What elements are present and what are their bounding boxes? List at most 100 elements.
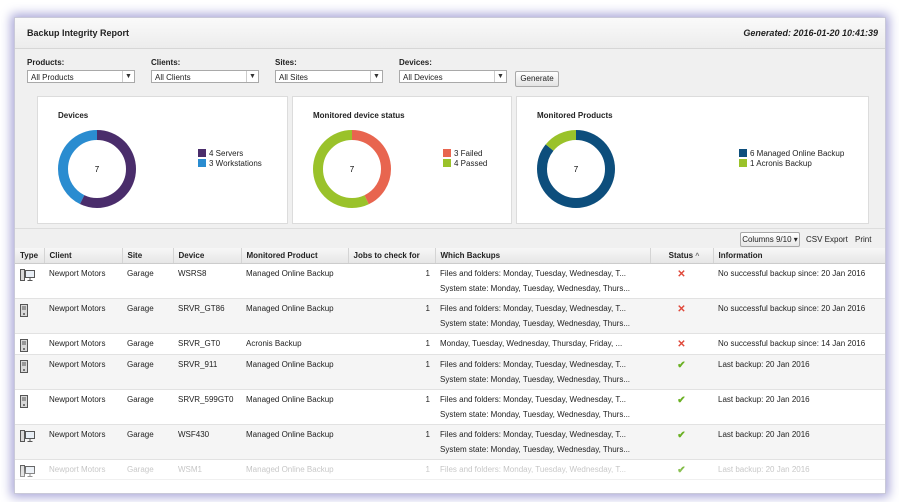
donut-center-total: 7 [350,165,355,174]
backup-line: System state: Monday, Tuesday, Wednesday… [440,319,631,328]
failed-x-icon: ✕ [677,269,686,280]
generate-button[interactable]: Generate [515,71,559,87]
legend-swatch [739,149,747,157]
client-cell: Newport Motors [44,333,122,355]
report-title: Backup Integrity Report [27,28,130,38]
information-cell: No successful backup since: 14 Jan 2016 [713,333,885,355]
legend-item: 1 Acronis Backup [739,159,844,169]
backups-cell: Monday, Tuesday, Wednesday, Thursday, Fr… [435,333,650,355]
server-icon [20,304,28,319]
devices-select[interactable]: All Devices ▼ [399,70,507,83]
sites-select-value: All Sites [279,73,308,82]
csv-export-link[interactable]: CSV Export [806,235,848,244]
status-cell: ✔ [650,424,713,460]
donut-segment-1[interactable] [313,130,391,208]
donut-segment-1[interactable] [537,130,615,208]
donut-center-total: 7 [95,165,100,174]
col-status[interactable]: Status ^ [650,248,714,264]
server-icon [20,395,28,410]
col-jobs[interactable]: Jobs to check for [348,248,436,264]
status-cell: ✕ [650,298,713,334]
backup-line: Monday, Tuesday, Wednesday, Thursday, Fr… [440,339,623,348]
col-information[interactable]: Information [713,248,885,264]
table-row[interactable]: Newport Motors Garage SRVR_GT86 Managed Onl… [15,298,885,334]
backup-line: System state: Monday, Tuesday, Wednesday… [440,445,631,454]
backup-line: Files and folders: Monday, Tuesday, Wedn… [440,304,627,313]
clients-select-value: All Clients [155,73,191,82]
col-type[interactable]: Type [15,248,45,264]
legend-item: 6 Managed Online Backup [739,149,844,159]
legend-label: 6 Managed Online Backup [750,149,845,158]
product-cell: Managed Online Backup [241,298,348,334]
donut-center-total: 7 [574,165,579,174]
col-which-backups[interactable]: Which Backups [435,248,651,264]
legend-item: 3 Workstations [198,159,262,169]
device-cell[interactable]: SRVR_599GT0 [173,389,241,425]
clients-filter-label: Clients: [151,58,181,67]
legend-swatch [739,159,747,167]
col-client[interactable]: Client [44,248,123,264]
information-cell: Last backup: 20 Jan 2016 [713,354,885,390]
jobs-cell: 1 [348,298,435,334]
table-row[interactable]: Newport Motors Garage SRVR_GT0 Acronis Back… [15,333,885,355]
scroll-fade [15,463,885,493]
col-status-label: Status [668,251,694,260]
backup-line: Files and folders: Monday, Tuesday, Wedn… [440,269,627,278]
chevron-down-icon: ▼ [370,71,382,82]
device-cell[interactable]: SRVR_911 [173,354,241,390]
col-site[interactable]: Site [122,248,174,264]
products-card-title: Monitored Products [537,111,613,120]
device-cell[interactable]: SRVR_GT86 [173,298,241,334]
legend-label: 3 Workstations [209,159,262,168]
table-toolbar: Columns 9/10 ▾ CSV Export Print [15,228,885,249]
chevron-down-icon: ▼ [494,71,506,82]
device-cell[interactable]: WSF430 [173,424,241,460]
server-icon [20,339,28,354]
table-row[interactable]: Newport Motors Garage SRVR_599GT0 Managed O… [15,389,885,425]
type-cell [15,263,44,299]
backup-line: Files and folders: Monday, Tuesday, Wedn… [440,395,627,404]
legend-swatch [443,159,451,167]
table-row[interactable]: Newport Motors Garage WSF430 Managed Online… [15,424,885,460]
information-cell: No successful backup since: 20 Jan 2016 [713,298,885,334]
devices-filter: Devices: All Devices ▼ [399,58,507,83]
site-cell: Garage [122,298,173,334]
sites-select[interactable]: All Sites ▼ [275,70,383,83]
summary-cards: Devices 7 4 Servers 3 Workstations Monito… [15,94,885,228]
devices-card: Devices 7 4 Servers 3 Workstations [37,96,288,224]
server-icon [20,360,28,375]
products-donut-chart: 7 [537,130,615,208]
status-cell: ✔ [650,389,713,425]
device-cell[interactable]: SRVR_GT0 [173,333,241,355]
device-cell[interactable]: WSRS8 [173,263,241,299]
table-row[interactable]: Newport Motors Garage SRVR_911 Managed Onli… [15,354,885,390]
client-cell: Newport Motors [44,354,122,390]
jobs-cell: 1 [348,424,435,460]
client-cell: Newport Motors [44,424,122,460]
type-cell [15,354,44,390]
backup-line: System state: Monday, Tuesday, Wednesday… [440,410,631,419]
legend-item: 4 Servers [198,149,262,159]
donut-segment-1[interactable] [58,130,136,208]
client-cell: Newport Motors [44,298,122,334]
table-header-row: Type Client Site Device Monitored Produc… [15,248,885,264]
report-header: Backup Integrity Report Generated: 2016-… [15,18,885,49]
workstation-icon [20,269,35,283]
legend-item: 4 Passed [443,159,487,169]
devices-donut-chart: 7 [58,130,136,208]
print-link[interactable]: Print [855,235,872,244]
products-filter: Products: All Products ▼ [27,58,135,83]
information-cell: Last backup: 20 Jan 2016 [713,424,885,460]
table-row[interactable]: Newport Motors Garage WSRS8 Managed Online … [15,263,885,299]
col-monitored-product[interactable]: Monitored Product [241,248,349,264]
clients-filter: Clients: All Clients ▼ [151,58,259,83]
col-device[interactable]: Device [173,248,242,264]
jobs-cell: 1 [348,354,435,390]
product-cell: Managed Online Backup [241,263,348,299]
site-cell: Garage [122,389,173,425]
products-select[interactable]: All Products ▼ [27,70,135,83]
clients-select[interactable]: All Clients ▼ [151,70,259,83]
chevron-down-icon: ▼ [122,71,134,82]
columns-button[interactable]: Columns 9/10 ▾ [740,232,800,247]
information-cell: Last backup: 20 Jan 2016 [713,389,885,425]
